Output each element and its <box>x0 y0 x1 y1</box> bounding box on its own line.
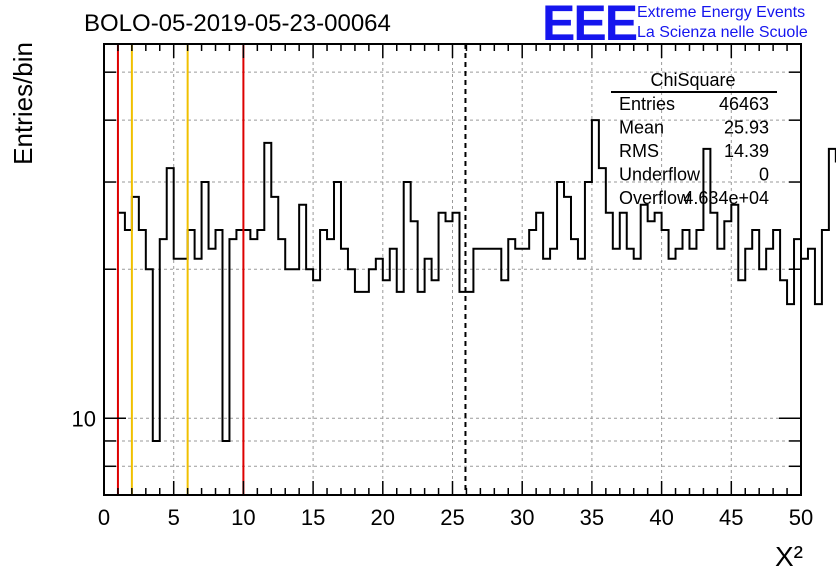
stats-label: Entries <box>619 94 675 114</box>
stats-name: ChiSquare <box>650 70 735 90</box>
x-tick-label: 5 <box>168 505 180 530</box>
stats-box: ChiSquare Entries 46463 Mean 25.93 RMS 14.39 Un… <box>611 70 777 208</box>
x-tick-label: 30 <box>510 505 534 530</box>
x-tick-label: 10 <box>231 505 255 530</box>
x-tick-label: 15 <box>301 505 325 530</box>
stats-value: 14.39 <box>724 141 769 161</box>
eee-logo-line1: Extreme Energy Events <box>637 4 806 21</box>
x-axis-label: X² <box>775 541 803 572</box>
x-tick-label: 40 <box>649 505 673 530</box>
stats-value: 0 <box>759 165 769 185</box>
stats-label: Mean <box>619 118 664 138</box>
stats-label: Underflow <box>619 165 701 185</box>
histogram-series <box>117 119 836 442</box>
y-axis-label: Entries/bin <box>8 42 38 165</box>
stats-value: 25.93 <box>724 118 769 138</box>
eee-logo-mark: EEE <box>542 0 638 51</box>
x-tick-label: 20 <box>371 505 395 530</box>
plot-title: BOLO-05-2019-05-23-00064 <box>84 10 391 37</box>
x-tick-label: 0 <box>98 505 110 530</box>
x-tick-label: 45 <box>719 505 743 530</box>
stats-value: 46463 <box>719 94 769 114</box>
grid-lines <box>104 44 801 495</box>
stats-value: 4.634e+04 <box>683 188 769 208</box>
y-tick-label: 10 <box>72 406 96 431</box>
stats-label: Overflow <box>619 188 691 208</box>
eee-logo-line2: La Scienza nelle Scuole <box>637 24 808 41</box>
x-tick-label: 25 <box>440 505 464 530</box>
stats-label: RMS <box>619 141 659 161</box>
x-tick-label: 35 <box>580 505 604 530</box>
x-tick-label: 50 <box>789 505 813 530</box>
